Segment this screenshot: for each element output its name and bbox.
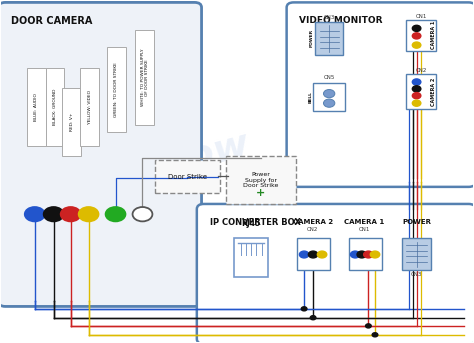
FancyBboxPatch shape [234, 238, 268, 277]
Text: POWER: POWER [310, 29, 314, 47]
Circle shape [310, 316, 316, 320]
Circle shape [412, 86, 421, 92]
Circle shape [412, 33, 421, 39]
FancyBboxPatch shape [62, 88, 81, 156]
Circle shape [412, 42, 421, 48]
Circle shape [25, 207, 45, 221]
Text: YELLOW: VIDEO: YELLOW: VIDEO [88, 90, 91, 123]
Text: CN1: CN1 [359, 227, 370, 232]
Circle shape [300, 251, 309, 258]
Circle shape [79, 207, 99, 221]
FancyBboxPatch shape [136, 30, 155, 125]
Circle shape [412, 79, 421, 85]
Text: IP CONVERTER BOX: IP CONVERTER BOX [210, 217, 301, 227]
Text: CN3: CN3 [323, 15, 335, 21]
Circle shape [61, 207, 81, 221]
FancyBboxPatch shape [297, 238, 329, 270]
Circle shape [318, 251, 327, 258]
FancyBboxPatch shape [348, 238, 382, 270]
FancyBboxPatch shape [287, 2, 474, 187]
Text: CN1: CN1 [416, 14, 427, 19]
Text: Power
Supply for
Door Strike: Power Supply for Door Strike [243, 172, 278, 188]
Text: bellnow: bellnow [79, 124, 254, 205]
Circle shape [357, 251, 366, 258]
Circle shape [301, 307, 307, 311]
FancyBboxPatch shape [197, 204, 474, 343]
Text: CN2: CN2 [307, 227, 319, 232]
Circle shape [412, 100, 421, 106]
Text: CN3: CN3 [411, 272, 422, 277]
Circle shape [309, 251, 318, 258]
Circle shape [350, 251, 360, 258]
Text: CN5: CN5 [323, 75, 335, 80]
Text: DOOR CAMERA: DOOR CAMERA [11, 16, 92, 26]
Text: BLUE: AUDIO: BLUE: AUDIO [34, 93, 38, 120]
Text: BLACK: GROUND: BLACK: GROUND [53, 88, 57, 125]
Circle shape [323, 90, 335, 98]
FancyBboxPatch shape [316, 22, 343, 55]
Text: POWER: POWER [402, 220, 431, 225]
Circle shape [133, 207, 153, 221]
Circle shape [365, 324, 371, 328]
Text: RED: V+: RED: V+ [70, 113, 73, 131]
FancyBboxPatch shape [107, 47, 126, 132]
Text: CAMERA 2: CAMERA 2 [431, 78, 436, 106]
FancyBboxPatch shape [406, 74, 436, 109]
FancyBboxPatch shape [46, 68, 64, 145]
Text: VIDEO MONITOR: VIDEO MONITOR [300, 16, 383, 25]
Text: +: + [256, 188, 265, 198]
Text: CAMERA 1: CAMERA 1 [345, 220, 385, 225]
Text: CAMERA 2: CAMERA 2 [292, 220, 333, 225]
Circle shape [364, 251, 373, 258]
Circle shape [412, 25, 421, 32]
FancyBboxPatch shape [313, 83, 345, 111]
FancyBboxPatch shape [226, 156, 296, 204]
FancyBboxPatch shape [80, 68, 99, 145]
Text: CN2: CN2 [416, 69, 427, 73]
Circle shape [44, 207, 64, 221]
Text: WHITE: TO POWER SUPPLY
OF DOOR STRIKE: WHITE: TO POWER SUPPLY OF DOOR STRIKE [140, 49, 149, 106]
Circle shape [370, 251, 380, 258]
Text: BELL: BELL [308, 91, 312, 103]
Circle shape [412, 93, 421, 99]
FancyBboxPatch shape [406, 20, 436, 50]
Text: Door Strike: Door Strike [168, 174, 207, 180]
Text: RJ45: RJ45 [242, 219, 261, 228]
FancyBboxPatch shape [0, 2, 201, 306]
FancyBboxPatch shape [155, 160, 220, 193]
FancyBboxPatch shape [402, 238, 431, 270]
Circle shape [106, 207, 126, 221]
Circle shape [323, 99, 335, 107]
Circle shape [372, 333, 378, 337]
Text: CAMERA 1: CAMERA 1 [431, 21, 436, 49]
FancyBboxPatch shape [27, 68, 46, 145]
Text: GREEN: TO DOOR STRIKE: GREEN: TO DOOR STRIKE [115, 62, 118, 117]
